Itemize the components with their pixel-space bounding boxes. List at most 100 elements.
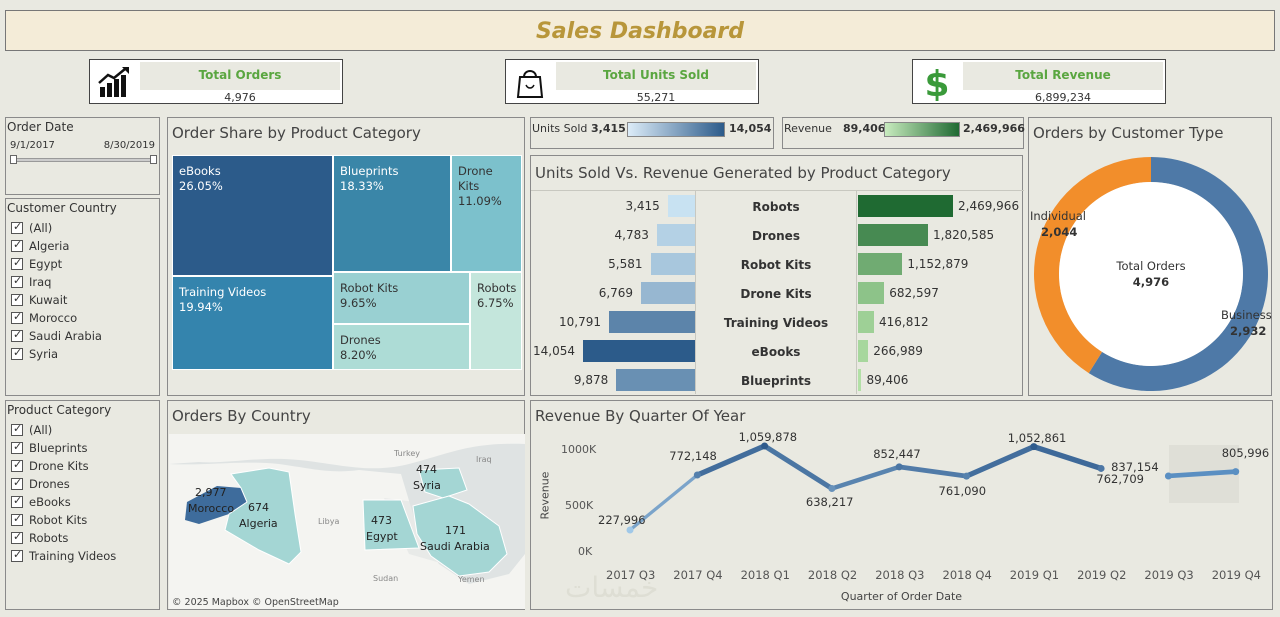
- map-canvas[interactable]: [169, 434, 525, 609]
- revenue-point[interactable]: [895, 463, 903, 471]
- checkbox[interactable]: [11, 238, 23, 252]
- country-option-algeria[interactable]: Algeria: [11, 238, 69, 254]
- donut-center-value: 4,976: [1132, 275, 1170, 289]
- date-slider-end-handle[interactable]: [150, 155, 157, 164]
- syria-region[interactable]: [418, 467, 468, 499]
- category-option-label: Drones: [29, 477, 70, 491]
- category-option-blueprints[interactable]: Blueprints: [11, 440, 87, 456]
- checkbox[interactable]: [11, 346, 23, 360]
- units-value-label: 3,415: [625, 199, 660, 213]
- treemap-cell-robot-kits[interactable]: Robot Kits 9.65%: [333, 272, 470, 324]
- saudi-arabia-region[interactable]: [412, 495, 508, 577]
- x-tick-label: 2018 Q1: [740, 568, 790, 582]
- revenue-point[interactable]: [963, 472, 970, 480]
- revenue-point[interactable]: [1097, 464, 1105, 472]
- date-range-slider-track[interactable]: [14, 158, 154, 162]
- country-option-kuwait[interactable]: Kuwait: [11, 292, 67, 308]
- checkbox[interactable]: [11, 256, 23, 270]
- map-label-orders: 474: [416, 463, 437, 476]
- date-slider-start-handle[interactable]: [10, 155, 17, 164]
- checkbox[interactable]: [11, 292, 23, 306]
- checkbox[interactable]: [11, 220, 23, 234]
- cell-name: Robot Kits: [340, 281, 399, 295]
- country-option-label: Egypt: [29, 257, 63, 271]
- revenue-bar[interactable]: [858, 253, 903, 275]
- treemap-cell-training-videos[interactable]: Training Videos 19.94%: [172, 276, 333, 370]
- revenue-bar[interactable]: [858, 311, 875, 333]
- checkbox[interactable]: [11, 548, 23, 562]
- category-option-training-videos[interactable]: Training Videos: [11, 548, 116, 564]
- shopping-bag-icon: [510, 63, 550, 101]
- x-tick-label: 2019 Q4: [1211, 568, 1261, 582]
- category-label: Blueprints: [741, 374, 811, 388]
- category-option-label: Drone Kits: [29, 459, 89, 473]
- revenue-point[interactable]: [626, 526, 634, 534]
- donut-segment-business[interactable]: [1088, 157, 1268, 391]
- egypt-region[interactable]: [362, 499, 420, 551]
- units-bar[interactable]: [616, 369, 695, 391]
- revenue-point[interactable]: [1164, 472, 1172, 480]
- revenue-point[interactable]: [761, 442, 769, 450]
- revenue-value-label: 682,597: [889, 286, 939, 300]
- revenue-value-label: 227,996: [598, 512, 646, 527]
- checkbox[interactable]: [11, 310, 23, 324]
- units-bar[interactable]: [656, 224, 695, 246]
- revenue-bar[interactable]: [858, 195, 953, 217]
- category-option-drones[interactable]: Drones: [11, 476, 70, 492]
- category-option-drone-kits[interactable]: Drone Kits: [11, 458, 89, 474]
- country-option-egypt[interactable]: Egypt: [11, 256, 62, 272]
- revenue-bar[interactable]: [858, 282, 885, 304]
- country-option-all[interactable]: (All): [11, 220, 52, 236]
- units-bar[interactable]: [609, 311, 695, 333]
- morocco-region[interactable]: [185, 486, 247, 524]
- country-option-saudi-arabia[interactable]: Saudi Arabia: [11, 328, 102, 344]
- checkbox[interactable]: [11, 274, 23, 288]
- units-bar[interactable]: [667, 195, 695, 217]
- country-option-label: Saudi Arabia: [29, 329, 102, 343]
- donut-center-label: Total Orders: [1116, 259, 1186, 273]
- revenue-point[interactable]: [1030, 443, 1038, 451]
- category-option-robots[interactable]: Robots: [11, 530, 68, 546]
- x-tick-label: 2019 Q2: [1077, 568, 1127, 582]
- treemap-cell-blueprints[interactable]: Blueprints 18.33%: [333, 155, 451, 272]
- revenue-bar[interactable]: [858, 369, 862, 391]
- checkbox[interactable]: [11, 422, 23, 436]
- revenue-bar[interactable]: [858, 224, 929, 246]
- basemap-label: Sudan: [373, 574, 399, 583]
- country-option-iraq[interactable]: Iraq: [11, 274, 51, 290]
- treemap-cell-drone-kits[interactable]: Drone Kits 11.09%: [451, 155, 522, 272]
- checkbox[interactable]: [11, 512, 23, 526]
- checkbox[interactable]: [11, 476, 23, 490]
- category-option-all[interactable]: (All): [11, 422, 52, 438]
- category-option-ebooks[interactable]: eBooks: [11, 494, 71, 510]
- checkbox[interactable]: [11, 530, 23, 544]
- checkbox[interactable]: [11, 328, 23, 342]
- country-option-morocco[interactable]: Morocco: [11, 310, 77, 326]
- revenue-point[interactable]: [828, 485, 836, 493]
- treemap-cell-drones[interactable]: Drones 8.20%: [333, 324, 470, 370]
- revenue-legend-label: Revenue: [784, 122, 832, 135]
- donut-segment-individual[interactable]: [1034, 157, 1151, 374]
- revenue-bar[interactable]: [858, 340, 869, 362]
- category-option-robot-kits[interactable]: Robot Kits: [11, 512, 87, 528]
- revenue-point[interactable]: [693, 471, 701, 479]
- checkbox[interactable]: [11, 494, 23, 508]
- cell-pct: 9.65%: [340, 296, 377, 310]
- y-tick: 0K: [578, 545, 593, 558]
- map-label-orders: 674: [248, 501, 269, 514]
- units-bar[interactable]: [641, 282, 695, 304]
- units-bar[interactable]: [583, 340, 695, 362]
- country-option-syria[interactable]: Syria: [11, 346, 58, 362]
- checkbox[interactable]: [11, 440, 23, 454]
- units-bar[interactable]: [650, 253, 695, 275]
- checkbox[interactable]: [11, 458, 23, 472]
- category-label: Training Videos: [723, 316, 829, 330]
- units-legend-max: 14,054: [729, 122, 772, 135]
- revenue-value-label: 638,217: [805, 494, 854, 509]
- treemap-cell-robots[interactable]: Robots 6.75%: [470, 272, 522, 370]
- revenue-legend-min: 89,406: [843, 122, 886, 135]
- treemap-cell-ebooks[interactable]: eBooks 26.05%: [172, 155, 333, 276]
- kpi-total-units: Total Units Sold 55,271: [505, 59, 759, 104]
- algeria-region[interactable]: [224, 467, 302, 565]
- revenue-point[interactable]: [1232, 468, 1240, 476]
